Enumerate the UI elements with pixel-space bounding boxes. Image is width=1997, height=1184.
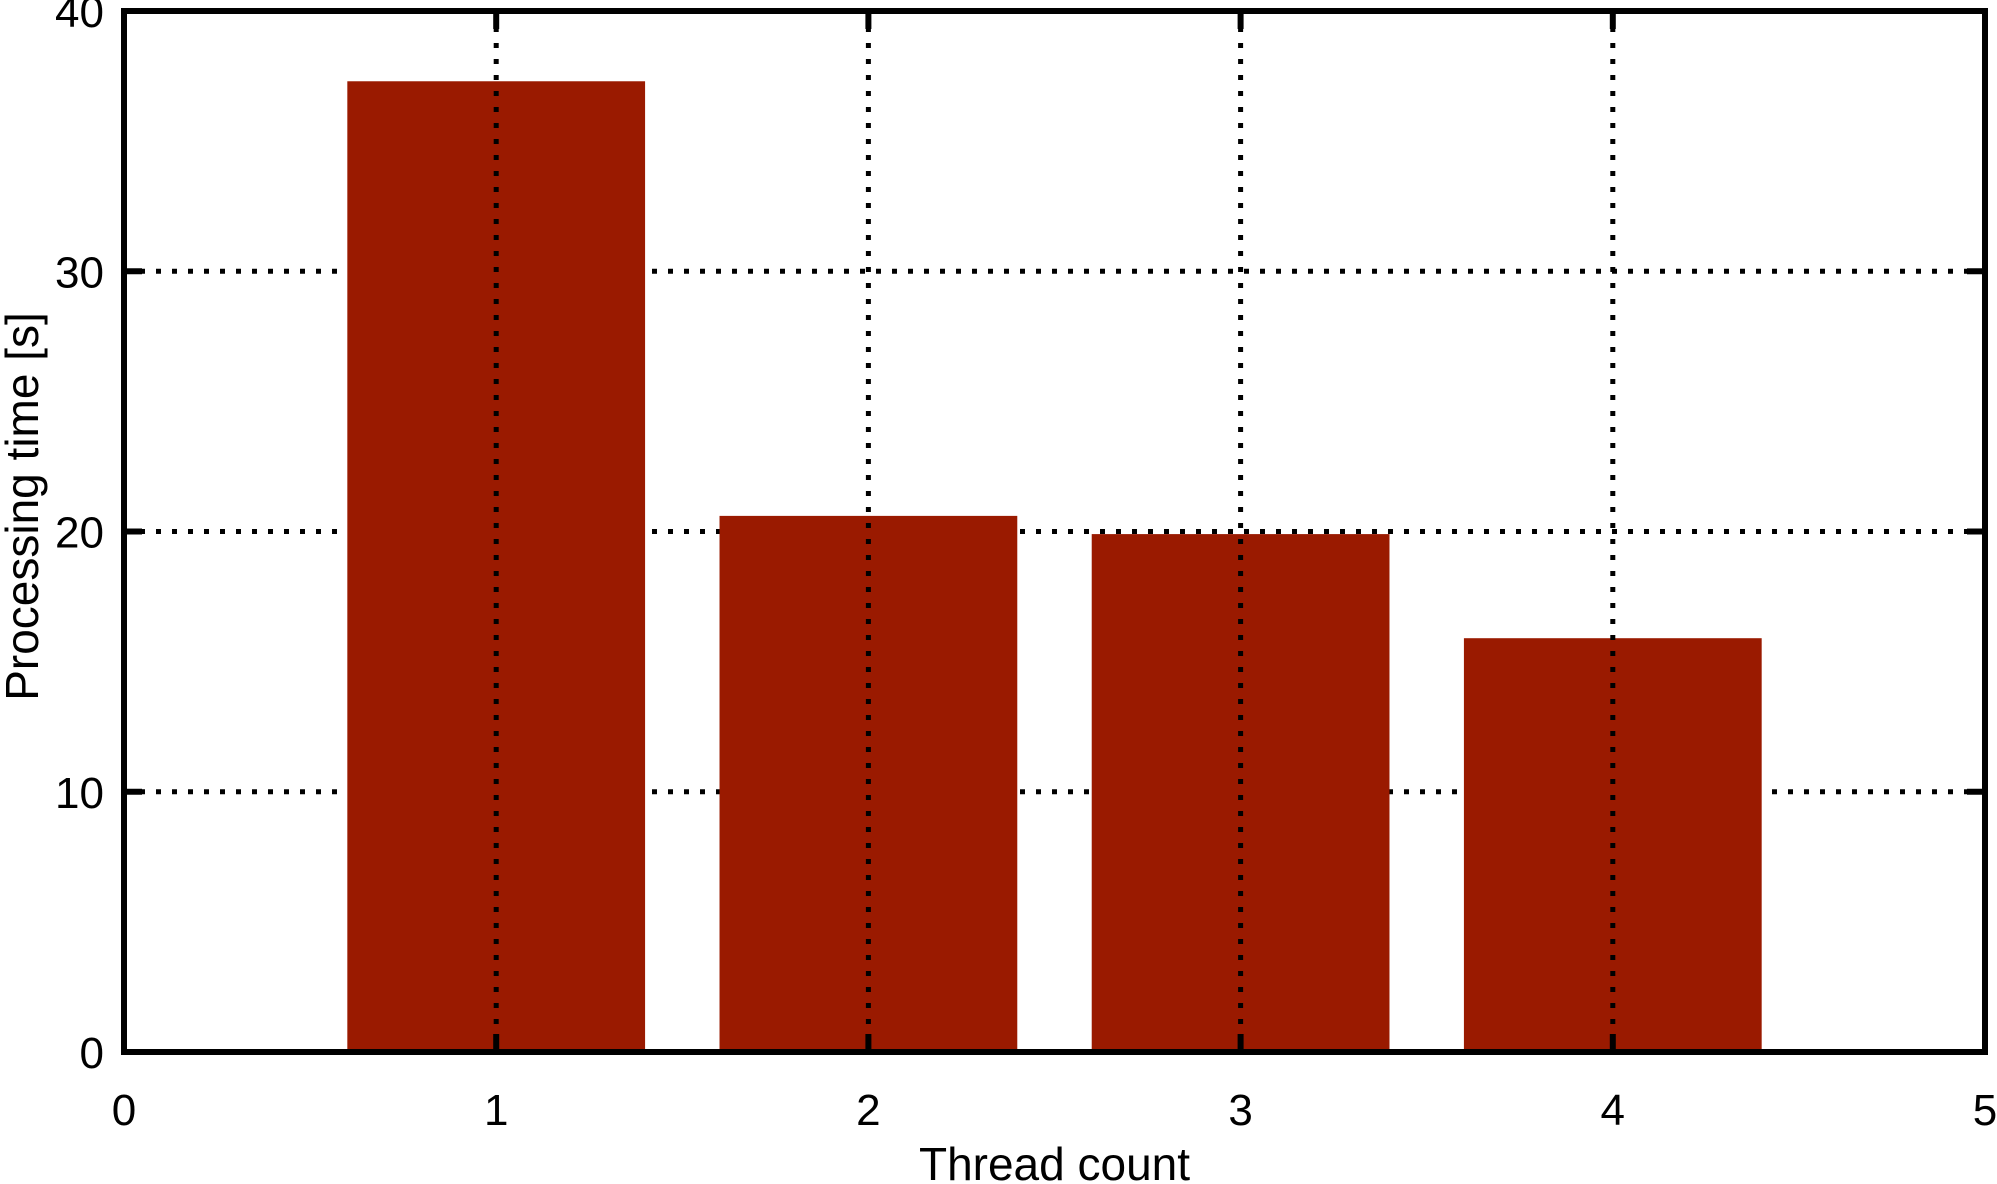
bar-thread-1 — [347, 81, 646, 1052]
x-tick-label-3: 3 — [1228, 1086, 1252, 1135]
x-tick-labels: 0 1 2 3 4 5 — [112, 1086, 1997, 1135]
vertical-grid-lines — [493, 11, 1616, 1052]
x-tick-label-1: 1 — [484, 1086, 508, 1135]
x-tick-label-4: 4 — [1601, 1086, 1625, 1135]
x-axis-title: Thread count — [919, 1138, 1190, 1184]
x-tick-label-0: 0 — [112, 1086, 136, 1135]
y-tick-label-10: 10 — [55, 769, 104, 818]
y-tick-label-0: 0 — [80, 1029, 104, 1078]
y-tick-label-40: 40 — [55, 0, 104, 37]
y-tick-label-30: 30 — [55, 248, 104, 297]
grid-lines — [124, 268, 1985, 795]
tick-marks — [121, 8, 1988, 1055]
x-tick-label-5: 5 — [1973, 1086, 1997, 1135]
x-tick-label-2: 2 — [856, 1086, 880, 1135]
y-tick-labels: 0 10 20 30 40 — [55, 0, 104, 1078]
bars — [347, 81, 1762, 1052]
y-axis-title: Processing time [s] — [0, 312, 48, 701]
y-tick-label-20: 20 — [55, 509, 104, 558]
